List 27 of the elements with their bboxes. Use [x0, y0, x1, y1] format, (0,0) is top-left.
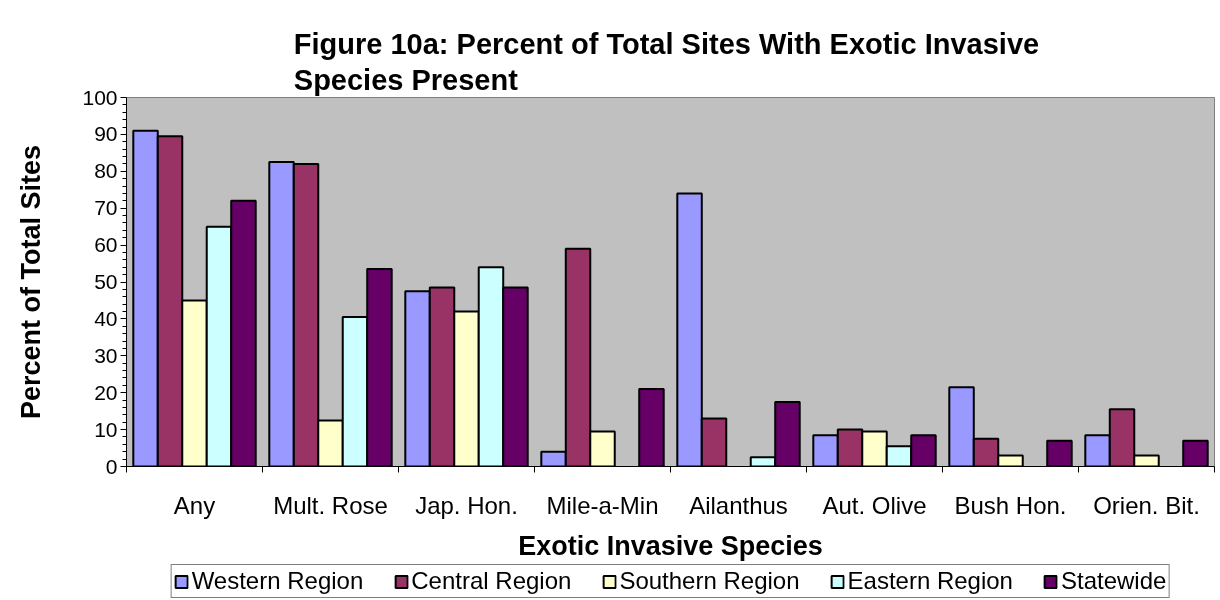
- x-tick-label: Aut. Olive: [822, 491, 927, 519]
- x-tick-label: Any: [173, 491, 216, 519]
- y-tick-label: 100: [82, 85, 118, 109]
- y-tick-label: 50: [94, 270, 118, 293]
- x-tick-label: Mile-a-Min: [546, 491, 659, 519]
- legend-label: Eastern Region: [847, 567, 1013, 595]
- x-axis-title: Exotic Invasive Species: [518, 530, 823, 561]
- y-tick-label: 60: [94, 233, 118, 257]
- y-tick-label: 20: [94, 380, 118, 404]
- y-tick-label: 80: [94, 159, 118, 183]
- x-tick-label: Orien. Bit.: [1093, 491, 1200, 519]
- y-tick-label: 30: [94, 343, 118, 367]
- y-tick-label: 90: [94, 122, 118, 146]
- x-tick-label: Jap. Hon.: [415, 491, 518, 519]
- y-axis-title: Percent of Total Sites: [16, 144, 47, 420]
- x-tick-label: Bush Hon.: [954, 491, 1067, 519]
- y-tick-label: 70: [94, 196, 118, 220]
- x-tick-label: Ailanthus: [689, 491, 788, 519]
- legend-label: Western Region: [191, 567, 364, 595]
- legend-label: Southern Region: [619, 567, 800, 595]
- y-tick-label: 10: [94, 417, 118, 441]
- legend-label: Statewide: [1060, 567, 1167, 595]
- x-tick-label: Mult. Rose: [273, 491, 388, 519]
- chart-title: Figure 10a: Percent of Total Sites With Exotic Invasive Species Present: [293, 27, 1040, 97]
- y-tick-label: 0: [105, 454, 118, 478]
- legend-label: Central Region: [411, 567, 572, 595]
- y-tick-label: 40: [94, 306, 118, 330]
